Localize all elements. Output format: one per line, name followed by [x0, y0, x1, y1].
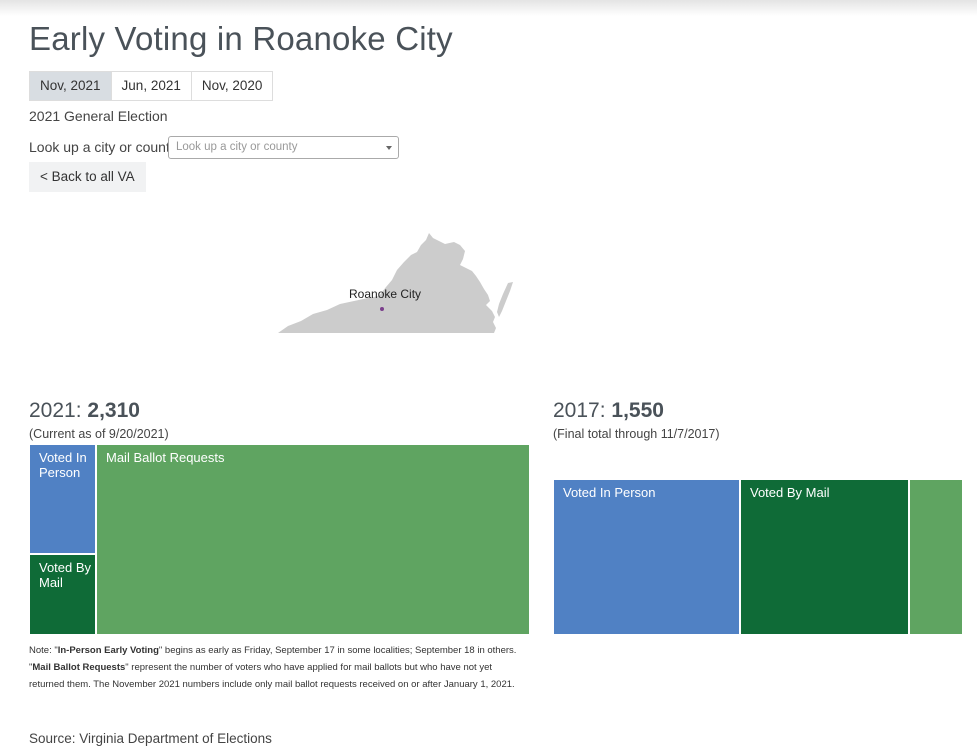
cell-label: Voted In Person [39, 450, 87, 480]
source-note: Source: Virginia Department of Elections [29, 731, 272, 746]
cell-label: Voted In Person [563, 485, 656, 500]
footnote-text: " begins as early as Friday, September 1… [29, 645, 517, 673]
cell-2021-mail-ballot-requests[interactable]: Mail Ballot Requests [96, 444, 530, 635]
tab-nov-2021[interactable]: Nov, 2021 [30, 72, 112, 100]
treemap-2021: Voted In Person Voted By Mail Mail Ballo… [29, 444, 530, 635]
cell-2017-mail-ballot-requests[interactable] [909, 479, 963, 635]
cell-label: Voted By Mail [39, 560, 92, 590]
footnote-text: Note: " [29, 645, 58, 656]
footnote-term-in-person: In-Person Early Voting [57, 645, 159, 656]
heading-2021: 2021: 2,310 [29, 399, 140, 423]
lookup-placeholder: Look up a city or county [176, 141, 298, 153]
subtitle-2021: (Current as of 9/20/2021) [29, 427, 169, 441]
cell-2017-voted-in-person[interactable]: Voted In Person [553, 479, 740, 635]
tab-nov-2020[interactable]: Nov, 2020 [191, 72, 273, 100]
cell-2017-voted-by-mail[interactable]: Voted By Mail [740, 479, 909, 635]
cell-2021-voted-in-person[interactable]: Voted In Person [29, 444, 96, 554]
cell-2021-voted-by-mail[interactable]: Voted By Mail [29, 554, 96, 635]
election-tabs: Nov, 2021 Jun, 2021 Nov, 2020 [29, 71, 274, 101]
lookup-label: Look up a city or county: [29, 139, 181, 155]
tab-jun-2021[interactable]: Jun, 2021 [111, 72, 192, 100]
treemap-2017: Voted In Person Voted By Mail [553, 479, 963, 635]
footnote: Note: "In-Person Early Voting" begins as… [29, 642, 524, 693]
top-shadow [0, 0, 977, 16]
cell-label: Mail Ballot Requests [106, 450, 225, 465]
virginia-map [278, 233, 513, 333]
back-to-all-va-button[interactable]: < Back to all VA [29, 162, 146, 192]
footnote-term-mail-requests: Mail Ballot Requests [32, 662, 126, 673]
map-label-roanoke-city: Roanoke City [349, 287, 422, 301]
roanoke-city-marker[interactable] [380, 307, 384, 311]
chevron-down-icon [386, 146, 392, 150]
heading-2017: 2017: 1,550 [553, 399, 664, 423]
eastern-shore-shape [497, 282, 513, 317]
footnote-text: " represent the number of voters who hav… [29, 662, 515, 690]
heading-2017-year: 2017: [553, 399, 606, 422]
heading-2021-total: 2,310 [87, 399, 140, 422]
heading-2017-total: 1,550 [611, 399, 664, 422]
heading-2021-year: 2021: [29, 399, 82, 422]
page-title: Early Voting in Roanoke City [29, 20, 453, 57]
subtitle-2017: (Final total through 11/7/2017) [553, 427, 720, 441]
cell-label: Voted By Mail [750, 485, 830, 500]
lookup-select[interactable]: Look up a city or county [168, 136, 399, 159]
virginia-shape [278, 233, 496, 333]
election-label: 2021 General Election [29, 108, 168, 124]
